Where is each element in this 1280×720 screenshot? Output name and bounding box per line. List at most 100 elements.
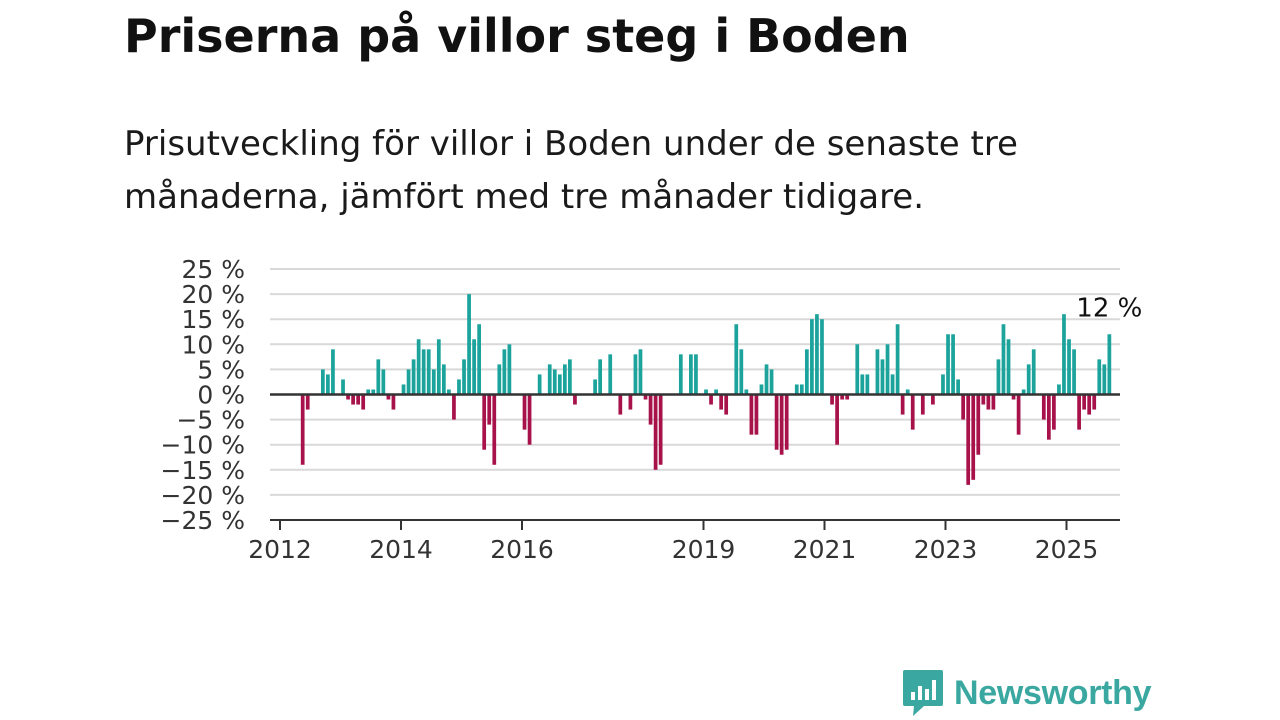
bar <box>573 394 577 405</box>
bar <box>1057 384 1061 395</box>
bar <box>1072 349 1076 395</box>
bar <box>320 369 325 395</box>
bar <box>331 349 335 395</box>
page-title: Priserna på villor steg i Boden <box>124 9 910 63</box>
bar <box>371 389 376 395</box>
bar <box>527 394 532 445</box>
bar <box>341 379 345 395</box>
bar-chart-speech-bubble-icon <box>903 670 943 716</box>
bar <box>694 354 698 395</box>
bar <box>361 394 366 410</box>
y-tick-label: −5 % <box>176 406 245 435</box>
bar <box>971 394 976 480</box>
bar <box>608 354 613 395</box>
bar <box>865 374 870 395</box>
bar <box>431 369 436 395</box>
bar <box>759 384 764 395</box>
bar <box>1001 324 1006 395</box>
bar <box>820 319 824 395</box>
y-tick-label: 5 % <box>197 355 245 384</box>
y-tick-label: 0 % <box>197 381 245 410</box>
bar <box>1102 364 1107 395</box>
x-tick-label: 2016 <box>490 535 554 564</box>
bar <box>305 394 310 410</box>
bar <box>457 379 461 395</box>
bar <box>1097 359 1102 395</box>
bar <box>769 369 774 395</box>
bar <box>326 374 330 395</box>
bar <box>880 359 885 395</box>
bar <box>920 394 925 415</box>
bar <box>860 374 865 395</box>
bar <box>406 369 411 395</box>
latest-value-label: 12 % <box>1076 293 1142 323</box>
bar <box>421 349 426 395</box>
bar <box>905 389 910 395</box>
bar <box>810 319 814 395</box>
bar <box>890 374 895 395</box>
bar <box>714 389 718 395</box>
y-tick-label: −25 % <box>161 506 245 535</box>
bar <box>1077 394 1081 430</box>
bar <box>381 369 386 395</box>
bar <box>875 349 880 395</box>
bar <box>436 339 441 395</box>
bar <box>941 374 945 395</box>
bar <box>472 339 476 395</box>
bar <box>991 394 996 410</box>
bar <box>618 394 623 415</box>
y-tick-label: 20 % <box>181 280 245 309</box>
bar <box>855 344 860 395</box>
bar <box>976 394 981 455</box>
bar <box>648 394 653 425</box>
bar <box>1062 314 1066 395</box>
bar <box>794 384 799 395</box>
bar <box>885 344 890 395</box>
bar <box>653 394 658 470</box>
price-change-bar-chart: 25 %20 %15 %10 %5 %0 %−5 %−10 %−15 %−20 … <box>161 255 1143 564</box>
bar <box>487 394 492 425</box>
bar <box>416 339 421 395</box>
y-tick-label: 15 % <box>181 305 245 334</box>
bar <box>739 349 744 395</box>
bar <box>658 394 663 465</box>
bar <box>426 349 431 395</box>
bar <box>956 379 960 395</box>
bar <box>411 359 416 395</box>
bar <box>522 394 527 430</box>
bar <box>557 374 562 395</box>
bar <box>1052 394 1056 430</box>
y-tick-label: −10 % <box>161 431 245 460</box>
bar <box>689 354 693 395</box>
bar <box>946 334 950 395</box>
y-tick-label: 25 % <box>181 255 245 284</box>
bar <box>986 394 991 410</box>
bar <box>1031 349 1036 395</box>
bar <box>391 394 396 410</box>
bar <box>638 349 643 395</box>
bar <box>1087 394 1092 415</box>
bar <box>502 349 507 395</box>
y-tick-label: −15 % <box>161 456 245 485</box>
bar <box>568 359 572 395</box>
bar <box>996 359 1001 395</box>
bar <box>467 294 471 395</box>
bar <box>704 389 708 395</box>
bar <box>784 394 789 450</box>
bar <box>779 394 784 455</box>
bar <box>1107 334 1112 395</box>
bar <box>981 394 986 405</box>
bar <box>709 394 713 405</box>
bar <box>830 394 834 405</box>
bar <box>724 394 729 415</box>
bar <box>492 394 497 465</box>
bar <box>598 359 603 395</box>
y-tick-label: 10 % <box>181 330 245 359</box>
bar-series <box>300 294 1112 485</box>
bar <box>840 394 845 400</box>
bar <box>401 384 406 395</box>
bar <box>482 394 487 450</box>
bar <box>386 394 391 400</box>
x-tick-label: 2012 <box>248 535 312 564</box>
bar <box>804 349 809 395</box>
